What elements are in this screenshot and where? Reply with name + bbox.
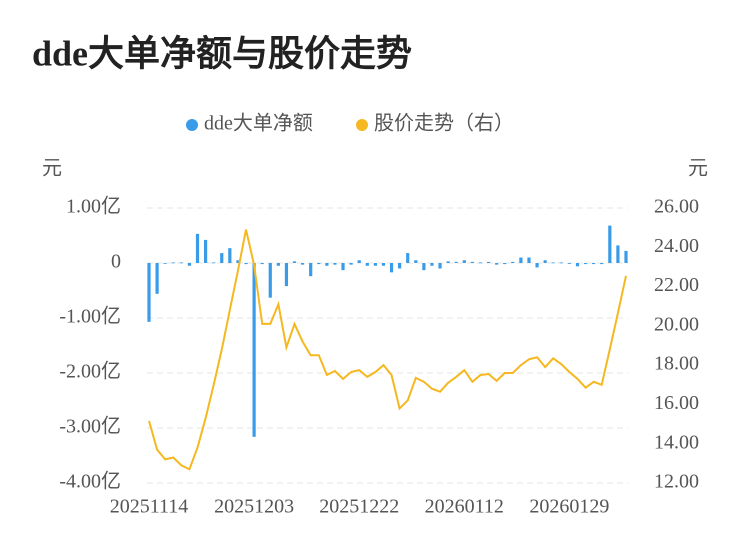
- bar: [551, 262, 555, 264]
- y2-tick-label: 12.00: [654, 471, 699, 493]
- bar: [567, 263, 572, 264]
- bar: [365, 263, 369, 266]
- bar: [357, 260, 361, 263]
- bar: [268, 263, 272, 298]
- bar: [317, 263, 321, 265]
- bar: [495, 263, 499, 265]
- y2-tick-label: 24.00: [654, 235, 699, 257]
- bar: [244, 263, 248, 265]
- bar: [511, 261, 515, 263]
- bar: [276, 263, 280, 266]
- y2-tick-label: 22.00: [654, 274, 699, 296]
- y-tick-label: -4.00亿: [59, 470, 121, 493]
- bar: [559, 262, 563, 264]
- bar: [373, 263, 377, 266]
- y2-tick-label: 16.00: [654, 392, 699, 414]
- bar: [284, 263, 289, 287]
- x-tick-label: 20260129: [529, 496, 609, 518]
- x-tick-label: 20251203: [214, 496, 294, 518]
- x-tick-label: 20260112: [425, 496, 504, 518]
- bar: [414, 260, 418, 263]
- bar: [325, 263, 329, 266]
- bar: [179, 262, 183, 264]
- bar: [616, 245, 620, 263]
- bar: [187, 263, 192, 266]
- y-axis-label: 元: [42, 158, 62, 180]
- bar: [398, 263, 402, 269]
- bar: [236, 260, 240, 263]
- bar: [260, 263, 264, 265]
- bar: [600, 263, 604, 265]
- y-tick-label: -2.00亿: [59, 360, 121, 383]
- x-tick-label: 20251222: [319, 496, 399, 518]
- bar: [430, 263, 434, 266]
- bar: [503, 263, 507, 265]
- y2-tick-label: 20.00: [654, 313, 699, 335]
- bar: [519, 257, 523, 263]
- bar: [454, 261, 458, 263]
- legend-swatch: [186, 119, 198, 131]
- legend-label: dde大单净额: [204, 112, 313, 135]
- y-tick-label: -1.00亿: [59, 305, 121, 328]
- y-tick-label: 0: [111, 251, 121, 273]
- bar: [583, 263, 588, 265]
- bar: [406, 253, 410, 263]
- price-line: [148, 229, 627, 471]
- bar: [252, 263, 256, 437]
- y-tick-label: 1.00亿: [66, 195, 121, 218]
- legend-swatch: [356, 119, 368, 131]
- bar: [543, 260, 547, 263]
- bar: [381, 263, 386, 266]
- y2-tick-label: 14.00: [654, 431, 699, 453]
- bar: [292, 261, 297, 263]
- bar: [535, 263, 539, 268]
- x-tick-label: 20251114: [110, 496, 189, 518]
- bar: [422, 263, 426, 271]
- y2-tick-label: 26.00: [654, 196, 699, 218]
- bar: [592, 263, 596, 265]
- bar: [171, 262, 175, 264]
- bar: [220, 253, 224, 263]
- bar: [228, 248, 232, 263]
- bar: [438, 263, 442, 269]
- bar: [212, 262, 216, 264]
- y2-tick-label: 18.00: [654, 353, 699, 375]
- legend-label: 股价走势（右）: [374, 112, 514, 135]
- bar: [486, 261, 491, 263]
- bar: [147, 263, 151, 322]
- bar: [478, 262, 483, 264]
- bar: [341, 263, 345, 271]
- bar: [446, 261, 450, 263]
- bar: [470, 261, 474, 263]
- bar: [203, 239, 208, 263]
- y2-axis-label: 元: [688, 158, 708, 180]
- bar: [349, 263, 353, 265]
- bar: [608, 225, 612, 263]
- bar: [163, 263, 167, 264]
- bar: [155, 263, 159, 294]
- bar: [301, 263, 305, 265]
- bar: [575, 263, 580, 267]
- bar: [527, 257, 531, 263]
- chart-title: dde大单净额与股价走势: [32, 33, 412, 73]
- bar: [462, 260, 466, 263]
- bar: [389, 263, 394, 273]
- bar: [333, 263, 337, 265]
- bar: [624, 250, 628, 263]
- bar: [309, 263, 313, 277]
- y-tick-label: -3.00亿: [59, 415, 121, 438]
- bar: [195, 233, 200, 263]
